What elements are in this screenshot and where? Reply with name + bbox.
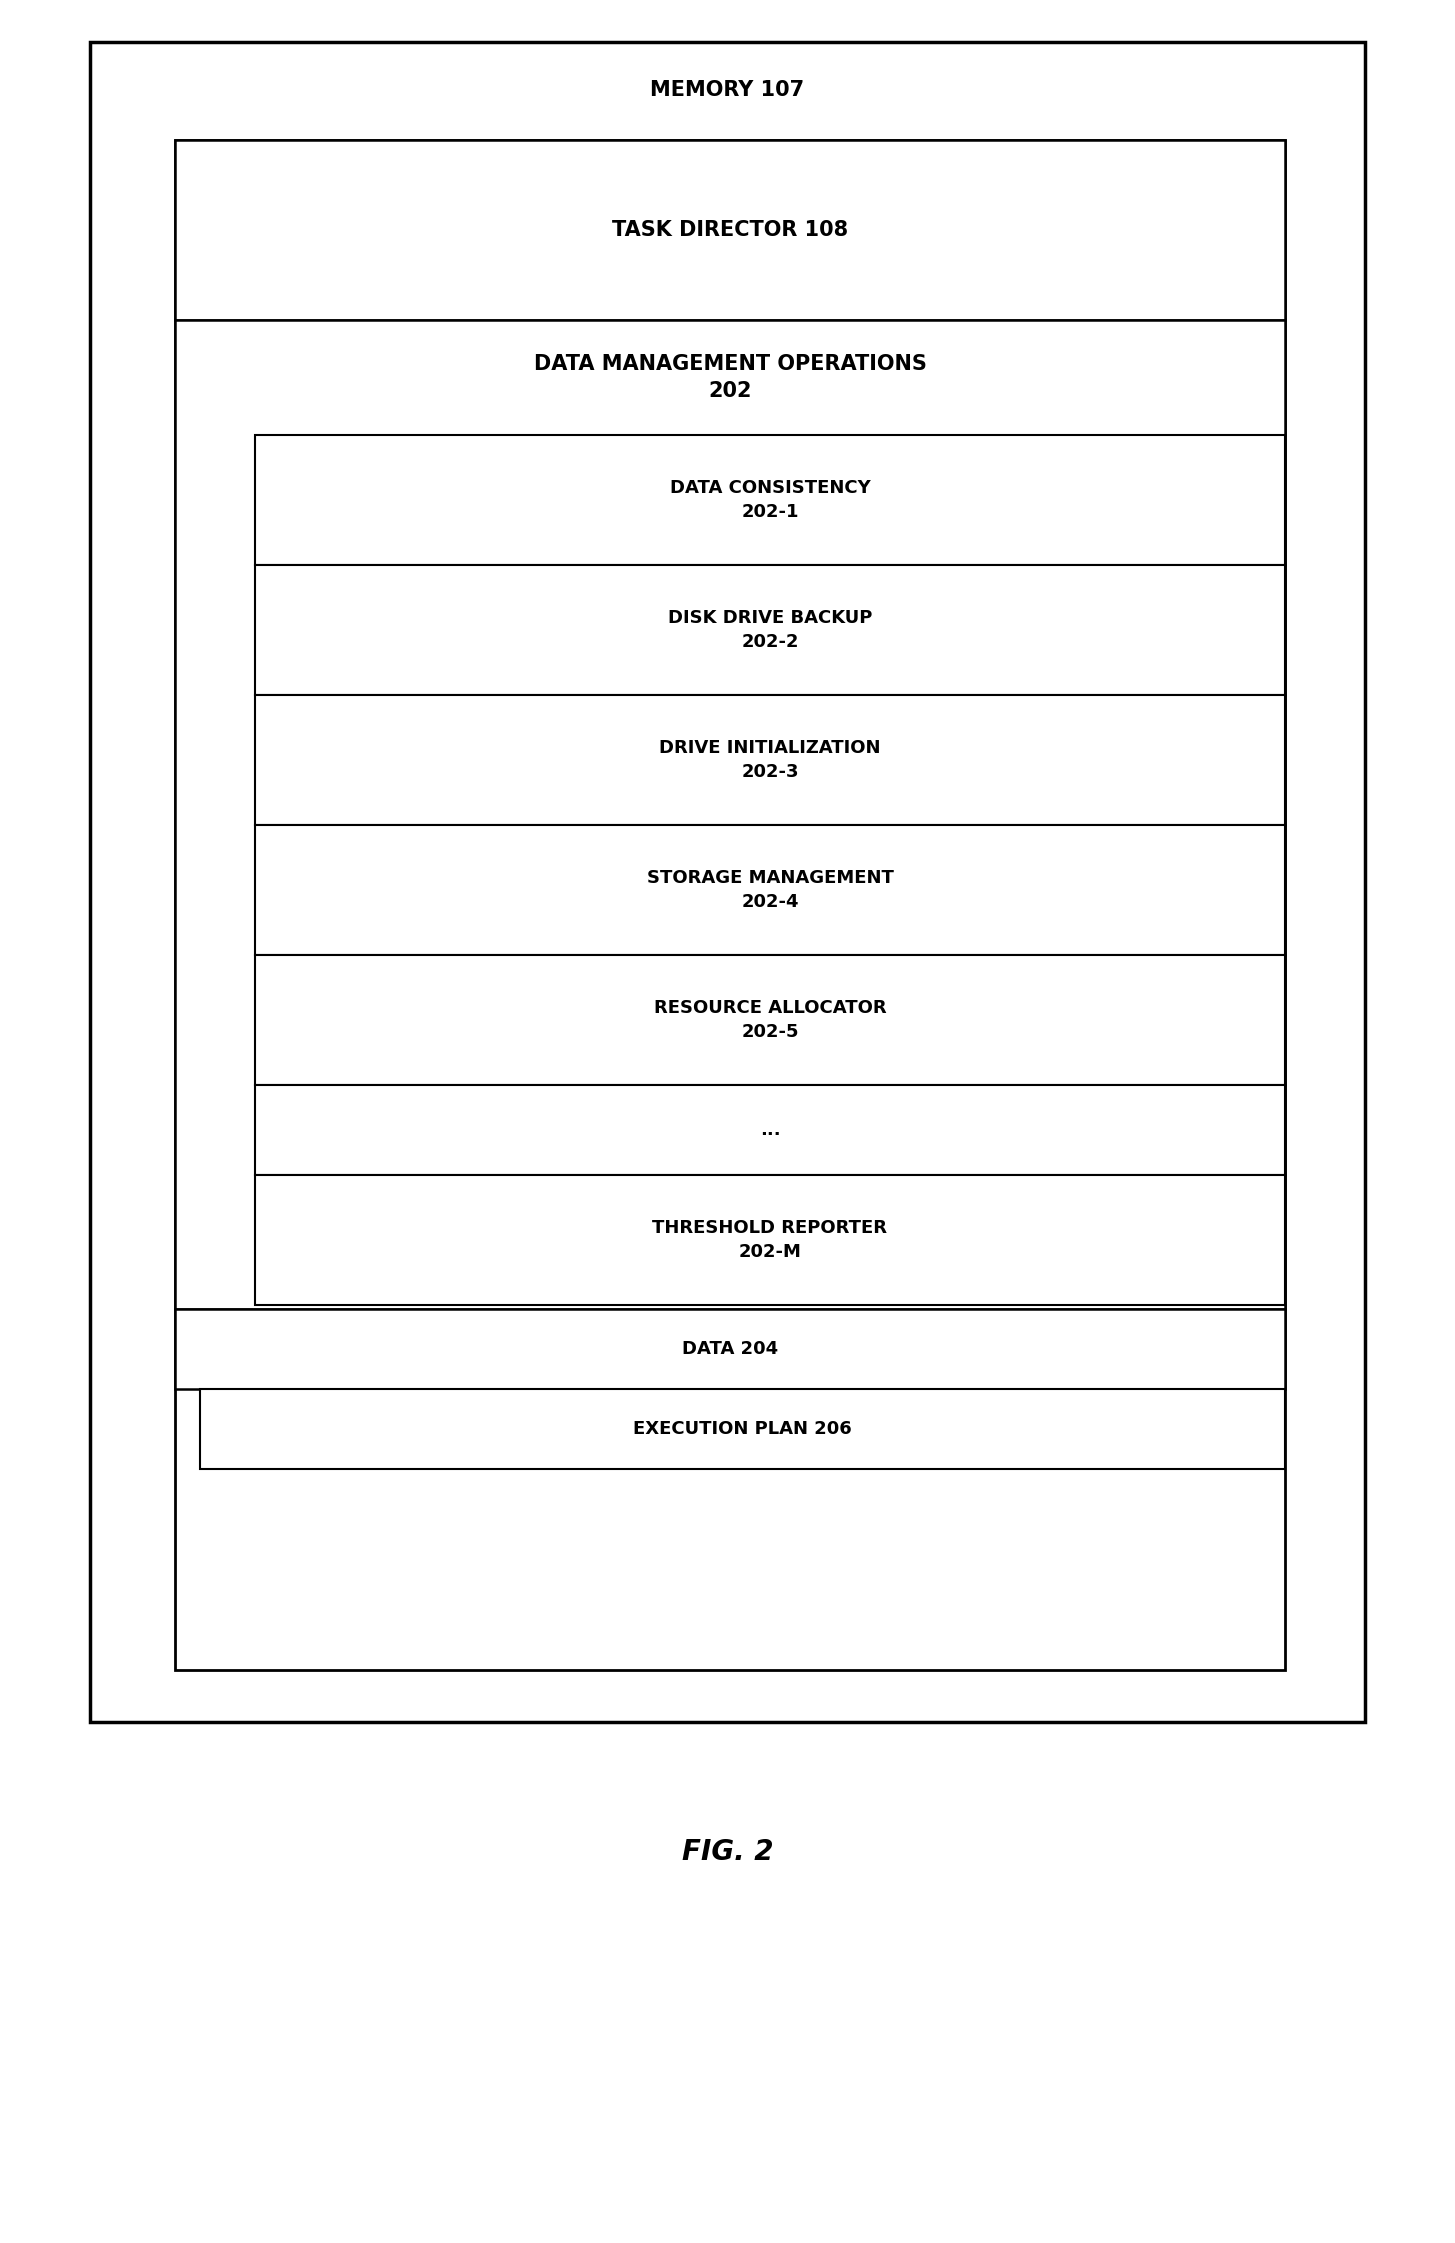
Text: DATA 204: DATA 204 bbox=[682, 1339, 778, 1357]
Bar bbox=[255, 825, 1285, 956]
Bar bbox=[255, 695, 1285, 825]
Text: DRIVE INITIALIZATION
202-3: DRIVE INITIALIZATION 202-3 bbox=[659, 740, 880, 781]
Bar bbox=[90, 43, 1365, 1723]
Text: DATA CONSISTENCY
202-1: DATA CONSISTENCY 202-1 bbox=[669, 480, 870, 520]
Bar bbox=[255, 435, 1285, 565]
Text: DATA MANAGEMENT OPERATIONS
202: DATA MANAGEMENT OPERATIONS 202 bbox=[534, 354, 927, 401]
Bar bbox=[255, 565, 1285, 695]
Bar bbox=[255, 1175, 1285, 1305]
Text: THRESHOLD REPORTER
202-M: THRESHOLD REPORTER 202-M bbox=[652, 1220, 888, 1261]
Bar bbox=[255, 1086, 1285, 1175]
Text: ...: ... bbox=[760, 1122, 780, 1139]
Text: DISK DRIVE BACKUP
202-2: DISK DRIVE BACKUP 202-2 bbox=[668, 610, 872, 650]
Text: MEMORY 107: MEMORY 107 bbox=[650, 81, 805, 101]
Bar bbox=[175, 1310, 1285, 1388]
Bar bbox=[199, 1388, 1285, 1469]
Bar bbox=[255, 956, 1285, 1086]
Text: FIG. 2: FIG. 2 bbox=[682, 1837, 773, 1866]
Text: EXECUTION PLAN 206: EXECUTION PLAN 206 bbox=[633, 1420, 851, 1438]
Bar bbox=[175, 139, 1285, 321]
Bar bbox=[175, 321, 1285, 1310]
Bar bbox=[175, 139, 1285, 1671]
Text: STORAGE MANAGEMENT
202-4: STORAGE MANAGEMENT 202-4 bbox=[646, 870, 893, 911]
Text: RESOURCE ALLOCATOR
202-5: RESOURCE ALLOCATOR 202-5 bbox=[653, 998, 886, 1041]
Text: TASK DIRECTOR 108: TASK DIRECTOR 108 bbox=[613, 220, 848, 240]
